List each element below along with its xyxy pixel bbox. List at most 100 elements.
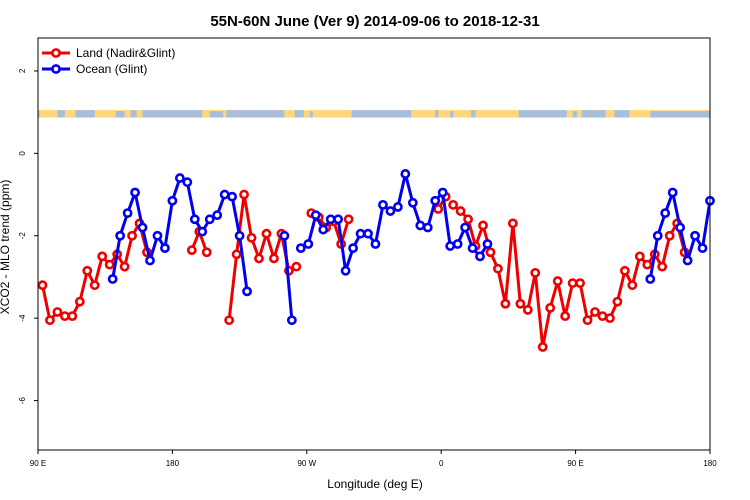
data-point bbox=[415, 220, 426, 231]
data-point bbox=[560, 311, 571, 321]
data-point bbox=[537, 342, 548, 352]
ocean-patch bbox=[518, 110, 567, 118]
data-point bbox=[475, 251, 485, 262]
ocean-patch bbox=[435, 110, 439, 118]
data-point bbox=[52, 307, 63, 317]
data-point bbox=[115, 230, 126, 241]
legend: Land (Nadir&Glint) Ocean (Glint) bbox=[42, 46, 175, 76]
ocean-patch bbox=[294, 110, 304, 118]
data-point bbox=[500, 298, 511, 309]
data-point bbox=[231, 249, 242, 260]
data-point bbox=[697, 243, 708, 254]
data-point bbox=[619, 265, 630, 276]
ocean-patch bbox=[450, 111, 454, 118]
data-point bbox=[422, 222, 433, 233]
data-point bbox=[204, 214, 215, 225]
data-point bbox=[355, 228, 366, 239]
data-point bbox=[605, 313, 615, 324]
data-point bbox=[45, 315, 55, 326]
series-line bbox=[282, 235, 294, 321]
data-point bbox=[478, 220, 488, 231]
data-point bbox=[690, 230, 700, 241]
data-point bbox=[186, 245, 197, 256]
data-point bbox=[612, 296, 623, 307]
data-point bbox=[224, 315, 235, 326]
data-point bbox=[82, 265, 93, 276]
legend-marker bbox=[51, 64, 61, 74]
ocean-patch bbox=[650, 111, 710, 118]
data-point bbox=[437, 187, 448, 198]
data-point bbox=[174, 173, 185, 183]
data-point bbox=[507, 218, 518, 229]
data-point bbox=[234, 230, 245, 241]
data-point bbox=[433, 204, 444, 214]
data-point bbox=[67, 311, 78, 321]
data-point bbox=[385, 206, 396, 216]
data-point bbox=[59, 311, 70, 321]
data-point bbox=[652, 230, 663, 241]
data-point bbox=[430, 195, 441, 206]
data-point bbox=[400, 169, 411, 179]
y-tick-label: 2 bbox=[18, 68, 27, 73]
data-point bbox=[152, 230, 163, 241]
land-ocean-strip bbox=[38, 110, 710, 118]
data-point bbox=[189, 214, 200, 225]
ocean-patch bbox=[614, 110, 630, 118]
data-point bbox=[460, 222, 470, 233]
data-point bbox=[295, 243, 306, 254]
data-point bbox=[627, 280, 638, 291]
data-point bbox=[660, 208, 671, 218]
y-tick-label: -6 bbox=[18, 396, 27, 404]
data-point bbox=[242, 286, 252, 297]
data-point bbox=[545, 302, 556, 313]
ocean-patch bbox=[572, 111, 578, 118]
data-point bbox=[74, 296, 85, 307]
data-point bbox=[137, 222, 148, 233]
data-point bbox=[97, 251, 108, 262]
x-axis-label: Longitude (deg E) bbox=[327, 477, 422, 491]
data-point bbox=[201, 247, 212, 258]
ocean-patch bbox=[38, 111, 40, 118]
ocean-patch bbox=[115, 111, 125, 118]
data-point bbox=[493, 263, 503, 274]
data-point bbox=[182, 177, 193, 188]
legend-label: Land (Nadir&Glint) bbox=[76, 46, 175, 60]
data-point bbox=[269, 253, 279, 264]
data-point bbox=[485, 247, 496, 258]
y-axis-label: XCO2 - MLO trend (ppm) bbox=[0, 180, 12, 315]
data-point bbox=[122, 208, 133, 218]
data-point bbox=[455, 206, 466, 216]
data-point bbox=[286, 315, 297, 326]
data-point bbox=[239, 189, 249, 200]
ocean-patch bbox=[226, 110, 285, 118]
data-point bbox=[392, 202, 403, 212]
data-point bbox=[552, 276, 563, 286]
data-point bbox=[530, 267, 541, 278]
series-ocean bbox=[107, 169, 715, 326]
data-point bbox=[130, 187, 140, 198]
data-point bbox=[675, 222, 686, 233]
data-point bbox=[642, 259, 653, 270]
x-tick-label: 90 W bbox=[297, 459, 316, 468]
data-point bbox=[575, 278, 585, 289]
ocean-patch bbox=[209, 111, 224, 118]
x-tick-label: 90 E bbox=[567, 459, 583, 468]
data-point bbox=[119, 261, 130, 272]
data-point bbox=[104, 259, 115, 270]
land-strip-patches bbox=[38, 110, 710, 118]
data-point bbox=[448, 199, 459, 210]
data-point bbox=[348, 243, 358, 254]
data-point bbox=[567, 278, 578, 289]
y-axis: 2 0 -2 -4 -6 bbox=[18, 68, 38, 404]
data-point bbox=[645, 274, 656, 284]
ocean-patch bbox=[471, 110, 476, 118]
legend-label: Ocean (Glint) bbox=[76, 62, 147, 76]
data-point bbox=[682, 255, 693, 266]
data-point bbox=[303, 239, 314, 249]
data-point bbox=[482, 239, 493, 249]
data-point bbox=[370, 239, 381, 249]
data-point bbox=[407, 197, 418, 208]
x-tick-label: 90 E bbox=[30, 459, 46, 468]
data-point bbox=[279, 230, 290, 241]
x-tick-label: 180 bbox=[166, 459, 180, 468]
